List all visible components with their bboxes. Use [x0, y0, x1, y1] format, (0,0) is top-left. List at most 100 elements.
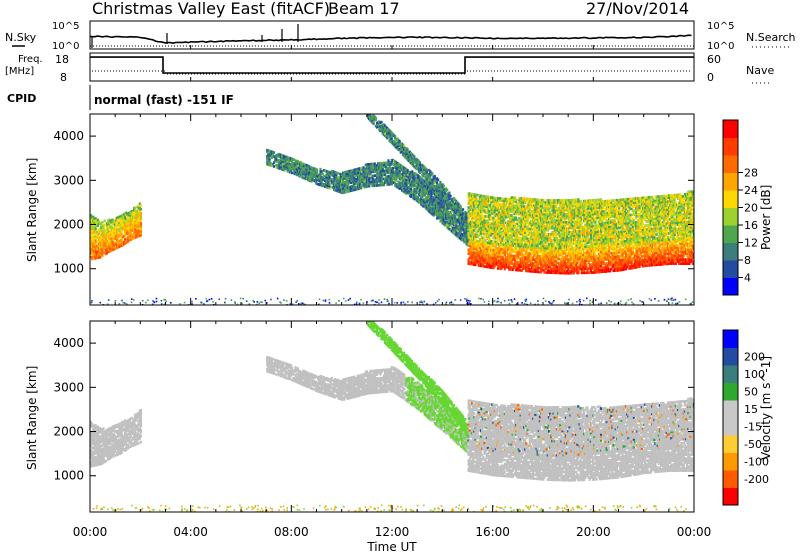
- scatter-cell: [575, 259, 578, 263]
- scatter-cell: [615, 267, 619, 270]
- scatter-cell: [267, 153, 270, 156]
- scatter-cell: [681, 256, 684, 259]
- scatter-cell: [457, 216, 460, 219]
- scatter-cell: [585, 251, 588, 255]
- scatter-cell: [633, 252, 637, 255]
- scatter-cell: [405, 180, 408, 183]
- scatter-cell: [128, 235, 131, 238]
- scatter-cell: [416, 200, 419, 203]
- scatter-cell: [594, 269, 597, 272]
- scatter-cell: [681, 258, 684, 261]
- scatter-cell: [498, 223, 501, 226]
- scatter-cell: [390, 170, 393, 174]
- scatter-cell: [431, 201, 434, 204]
- scatter-cell: [299, 175, 302, 178]
- scatter-cell: [397, 138, 400, 142]
- scatter-cell: [541, 253, 544, 256]
- scatter-cell: [470, 224, 474, 228]
- scatter-cell: [432, 200, 435, 203]
- scatter-cell: [479, 232, 483, 235]
- scatter-cell: [612, 257, 615, 261]
- scatter-cell: [627, 255, 630, 259]
- scatter-cell: [594, 247, 597, 250]
- scatter-cell: [106, 249, 110, 252]
- scatter-cell: [631, 262, 634, 266]
- scatter-cell: [624, 245, 628, 249]
- scatter-cell: [607, 259, 611, 263]
- scatter-cell: [346, 190, 349, 193]
- scatter-cell: [570, 256, 573, 259]
- scatter-cell: [112, 243, 115, 247]
- scatter-cell: [425, 204, 429, 207]
- scatter-cell: [127, 220, 130, 223]
- scatter-cell: [580, 257, 583, 261]
- scatter-cell: [409, 195, 413, 198]
- scatter-cell: [638, 249, 641, 253]
- scatter-cell: [451, 217, 455, 220]
- scatter-cell: [467, 216, 470, 219]
- scatter-cell: [431, 207, 434, 210]
- scatter-cell: [475, 193, 478, 197]
- scatter-cell: [555, 265, 559, 269]
- scatter-cell: [654, 245, 657, 249]
- scatter-cell: [622, 268, 625, 271]
- scatter-cell: [494, 240, 497, 244]
- scatter-cell: [495, 259, 499, 262]
- scatter-cell: [484, 247, 487, 251]
- scatter-cell: [539, 249, 543, 252]
- scatter-cell: [126, 222, 129, 226]
- scatter-cell: [416, 158, 419, 162]
- scatter-cell: [499, 251, 502, 255]
- scatter-cell: [535, 248, 538, 252]
- scatter-cell: [568, 250, 571, 253]
- scatter-cell: [420, 166, 423, 170]
- scatter-cell: [687, 242, 690, 246]
- scatter-cell: [572, 257, 576, 261]
- scatter-cell: [411, 157, 414, 160]
- scatter-cell: [524, 255, 527, 259]
- scatter-cell: [649, 256, 653, 259]
- scatter-cell: [692, 238, 694, 242]
- scatter-cell: [525, 259, 528, 263]
- scatter-cell: [474, 197, 477, 201]
- scatter-cell: [595, 259, 598, 262]
- scatter-cell: [638, 253, 641, 257]
- scatter-cell: [572, 253, 576, 257]
- scatter-cell: [534, 264, 537, 268]
- scatter-cell: [469, 224, 472, 228]
- scatter-cell: [639, 253, 642, 256]
- scatter-cell: [126, 228, 129, 232]
- scatter-cell: [267, 155, 270, 158]
- scatter-cell: [117, 243, 120, 247]
- scatter-cell: [654, 255, 657, 259]
- scatter-cell: [388, 169, 391, 172]
- scatter-cell: [339, 173, 342, 176]
- scatter-cell: [91, 219, 94, 223]
- scatter-cell: [610, 251, 613, 255]
- scatter-cell: [390, 133, 393, 137]
- scatter-cell: [94, 225, 97, 228]
- scatter-cell: [482, 200, 485, 204]
- scatter-cell: [594, 265, 597, 268]
- scatter-cell: [478, 262, 482, 265]
- scatter-cell: [640, 261, 643, 264]
- scatter-cell: [338, 176, 341, 180]
- scatter-cell: [467, 206, 470, 209]
- scatter-cell: [320, 178, 323, 181]
- scatter-cell: [455, 225, 458, 229]
- scatter-cell: [481, 206, 484, 210]
- scatter-cell: [469, 194, 472, 198]
- scatter-cell: [372, 120, 375, 124]
- scatter-cell: [472, 261, 475, 264]
- scatter-cell: [91, 223, 94, 227]
- scatter-cell: [576, 269, 579, 273]
- scatter-cell: [454, 218, 457, 222]
- scatter-cell: [380, 165, 383, 169]
- scatter-cell: [123, 212, 127, 215]
- scatter-cell: [332, 176, 336, 180]
- scatter-cell: [429, 185, 432, 188]
- scatter-cell: [344, 182, 347, 186]
- scatter-cell: [479, 210, 483, 213]
- scatter-cell: [673, 256, 676, 259]
- scatter-cell: [648, 242, 651, 245]
